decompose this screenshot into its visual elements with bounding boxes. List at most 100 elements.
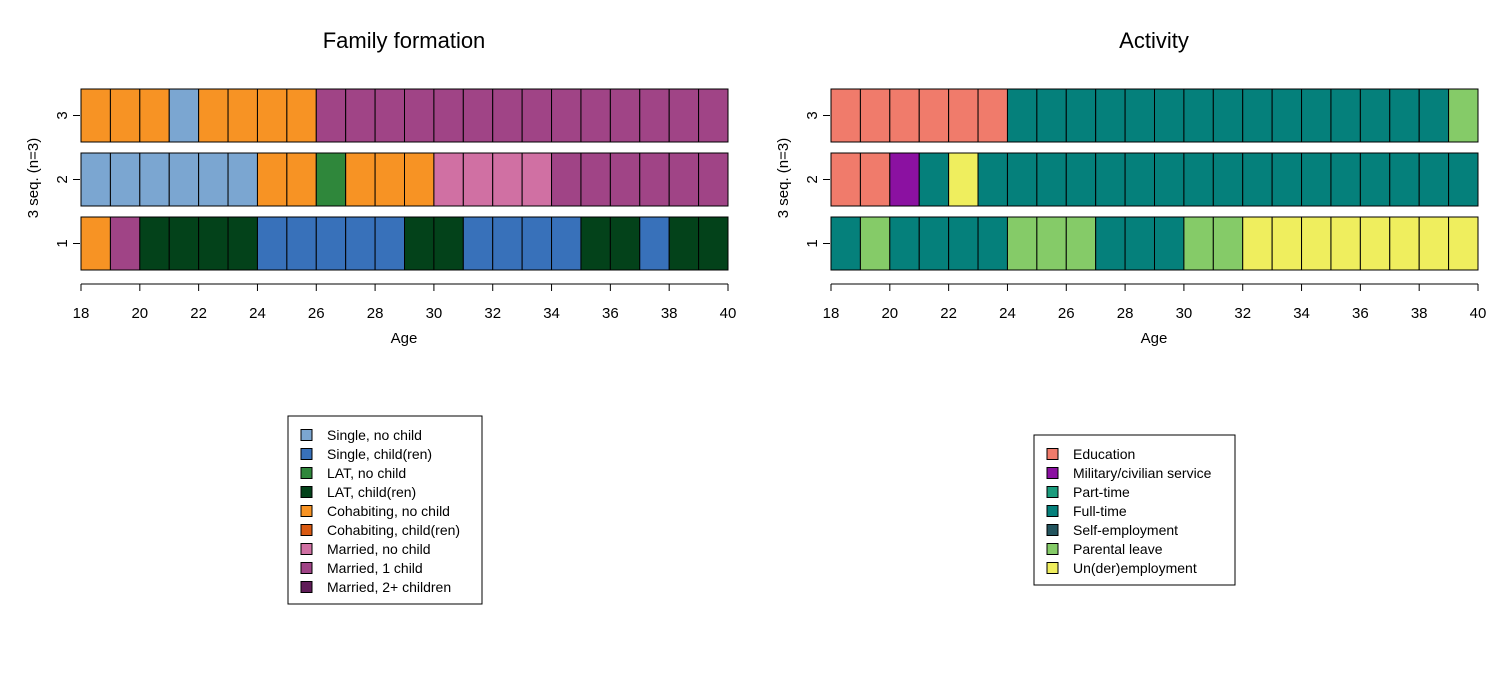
x-tick-label: 32 bbox=[484, 305, 501, 322]
sequence-cell bbox=[404, 152, 435, 207]
legend-swatch bbox=[1046, 486, 1059, 498]
x-tick-label: 30 bbox=[1176, 305, 1193, 322]
sequence-cell bbox=[1065, 152, 1097, 207]
x-tick-label: 18 bbox=[823, 305, 840, 322]
legend-swatch bbox=[300, 524, 313, 536]
x-tick-label: 34 bbox=[543, 305, 560, 322]
legend-swatch bbox=[300, 429, 313, 441]
sequence-cell bbox=[227, 152, 258, 207]
sequence-cell bbox=[639, 88, 670, 143]
sequence-cell bbox=[1242, 152, 1273, 207]
sequence-cell bbox=[286, 88, 317, 143]
x-tick-label: 36 bbox=[602, 305, 619, 322]
sequence-cell bbox=[521, 216, 553, 271]
y-tick-label: 2 bbox=[804, 175, 821, 183]
sequence-cell bbox=[551, 216, 582, 271]
sequence-cell bbox=[1359, 216, 1391, 271]
sequence-cell bbox=[492, 88, 523, 143]
legend-label: Self-employment bbox=[1073, 522, 1178, 538]
sequence-cell bbox=[256, 152, 288, 207]
sequence-cell bbox=[1036, 152, 1067, 207]
legend-swatch bbox=[1046, 524, 1059, 536]
sequence-cell bbox=[609, 88, 641, 143]
sequence-cell bbox=[639, 152, 670, 207]
sequence-cell bbox=[1242, 88, 1273, 143]
sequence-cell bbox=[139, 216, 170, 271]
x-tick-label: 24 bbox=[249, 305, 266, 322]
sequence-cell bbox=[1183, 152, 1214, 207]
sequence-cell bbox=[80, 88, 111, 143]
x-tick-label: 18 bbox=[73, 305, 90, 322]
sequence-cell bbox=[1212, 216, 1244, 271]
sequence-cell bbox=[1359, 88, 1391, 143]
legend-label: Full-time bbox=[1073, 503, 1127, 519]
y-tick-label: 1 bbox=[54, 239, 71, 247]
panel-title: Family formation bbox=[323, 28, 486, 53]
sequence-cell bbox=[1095, 216, 1126, 271]
y-tick-label: 2 bbox=[54, 175, 71, 183]
sequence-cell bbox=[198, 152, 229, 207]
sequence-cell bbox=[1330, 216, 1361, 271]
sequence-cell bbox=[315, 88, 347, 143]
sequence-cell bbox=[1154, 216, 1185, 271]
x-tick-label: 30 bbox=[426, 305, 443, 322]
sequence-cell bbox=[168, 152, 200, 207]
legend-label: Single, child(ren) bbox=[327, 446, 432, 462]
sequence-cell bbox=[1124, 216, 1156, 271]
sequence-cell bbox=[889, 216, 920, 271]
sequence-cell bbox=[977, 152, 1008, 207]
legend-swatch bbox=[300, 448, 313, 460]
sequence-cell bbox=[404, 88, 435, 143]
legend: Single, no child Single, child(ren) LAT, n… bbox=[287, 415, 483, 605]
x-tick-label: 38 bbox=[661, 305, 678, 322]
legend-label: Cohabiting, no child bbox=[327, 503, 450, 519]
x-tick-label: 20 bbox=[131, 305, 148, 322]
sequence-cell bbox=[109, 88, 141, 143]
sequence-cell bbox=[315, 152, 347, 207]
sequence-cell bbox=[374, 216, 406, 271]
sequence-cell bbox=[639, 216, 670, 271]
y-tick-label: 3 bbox=[54, 111, 71, 119]
sequence-cell bbox=[521, 152, 553, 207]
x-tick-label: 40 bbox=[720, 305, 737, 322]
sequence-cell bbox=[1330, 88, 1361, 143]
sequence-cell bbox=[889, 152, 920, 207]
sequence-cell bbox=[1065, 216, 1097, 271]
sequence-cell bbox=[492, 216, 523, 271]
sequence-cell bbox=[889, 88, 920, 143]
sequence-cell bbox=[1448, 216, 1479, 271]
sequence-cell bbox=[948, 152, 979, 207]
sequence-cell bbox=[1389, 216, 1420, 271]
sequence-cell bbox=[1330, 152, 1361, 207]
legend-label: Married, 2+ children bbox=[327, 579, 451, 595]
x-axis-title: Age bbox=[1141, 330, 1168, 347]
y-axis-title: 3 seq. (n=3) bbox=[25, 138, 42, 218]
sequence-cell bbox=[859, 152, 891, 207]
sequence-cell bbox=[609, 216, 641, 271]
sequence-cell bbox=[198, 216, 229, 271]
sequence-cell bbox=[1271, 88, 1303, 143]
sequence-cell bbox=[374, 88, 406, 143]
sequence-cell bbox=[1418, 88, 1450, 143]
sequence-cell bbox=[1154, 152, 1185, 207]
sequence-cell bbox=[1006, 152, 1038, 207]
sequence-cell bbox=[698, 152, 729, 207]
x-tick-label: 36 bbox=[1352, 305, 1369, 322]
legend-label: Part-time bbox=[1073, 484, 1130, 500]
sequence-cell bbox=[404, 216, 435, 271]
sequence-cell bbox=[1448, 152, 1479, 207]
sequence-cell bbox=[227, 216, 258, 271]
sequence-cell bbox=[1006, 88, 1038, 143]
sequence-cell bbox=[1065, 88, 1097, 143]
sequence-cell bbox=[830, 152, 861, 207]
x-tick-label: 34 bbox=[1293, 305, 1310, 322]
sequence-cell bbox=[1448, 88, 1479, 143]
sequence-cell bbox=[168, 88, 200, 143]
sequence-cell bbox=[198, 88, 229, 143]
x-tick-label: 22 bbox=[190, 305, 207, 322]
sequence-cell bbox=[1242, 216, 1273, 271]
legend-swatch bbox=[1046, 448, 1059, 460]
sequence-cell bbox=[830, 88, 861, 143]
legend-label: LAT, child(ren) bbox=[327, 484, 416, 500]
